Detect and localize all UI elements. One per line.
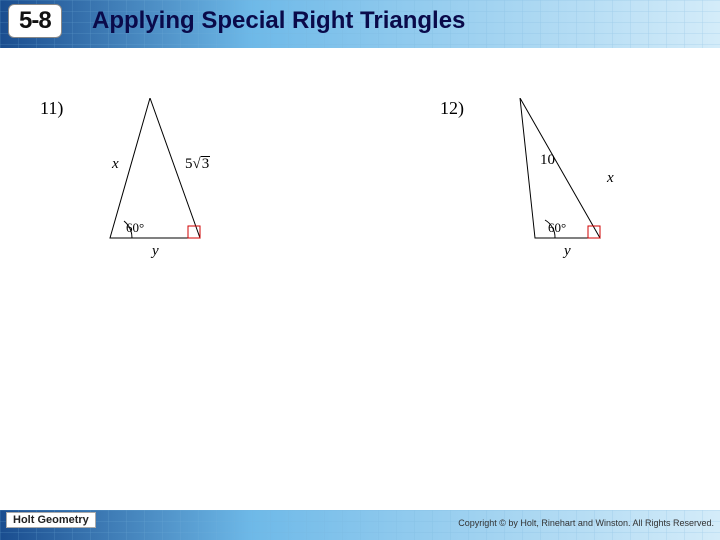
label-12-hypotenuse: 10	[540, 152, 555, 169]
problem-12-number: 12)	[440, 98, 464, 118]
radical-11: √3	[193, 156, 211, 173]
label-11-x: x	[112, 156, 119, 173]
label-11-angle: 60°	[126, 220, 144, 236]
label-12-x: x	[607, 170, 614, 187]
label-11-hypotenuse: 5√3	[185, 156, 210, 173]
footer-copyright: Copyright © by Holt, Rinehart and Winsto…	[458, 518, 714, 528]
section-number-badge: 5-8	[8, 4, 62, 38]
problem-12: 12) 10 x 60° y	[440, 98, 464, 119]
label-11-hyp-coeff: 5	[185, 156, 193, 172]
label-12-y: y	[564, 243, 571, 260]
triangle-11-svg	[80, 98, 260, 268]
problem-11-number: 11)	[40, 98, 63, 118]
triangle-12-outline	[520, 98, 600, 238]
label-12-angle: 60°	[548, 220, 566, 236]
slide-content: 11) x 5√3 60° y 12) 10 x 60°	[0, 48, 720, 510]
problem-11: 11) x 5√3 60° y	[40, 98, 63, 119]
problem-11-figure: x 5√3 60° y	[80, 98, 260, 268]
slide-title: Applying Special Right Triangles	[92, 7, 465, 35]
problem-12-figure: 10 x 60° y	[480, 98, 660, 268]
footer-brand: Holt Geometry	[6, 512, 96, 528]
label-11-hyp-radicand: 3	[201, 156, 211, 172]
slide-footer: Holt Geometry Copyright © by Holt, Rineh…	[0, 510, 720, 540]
slide-header: 5-8 Applying Special Right Triangles	[0, 0, 720, 48]
label-11-y: y	[152, 243, 159, 260]
